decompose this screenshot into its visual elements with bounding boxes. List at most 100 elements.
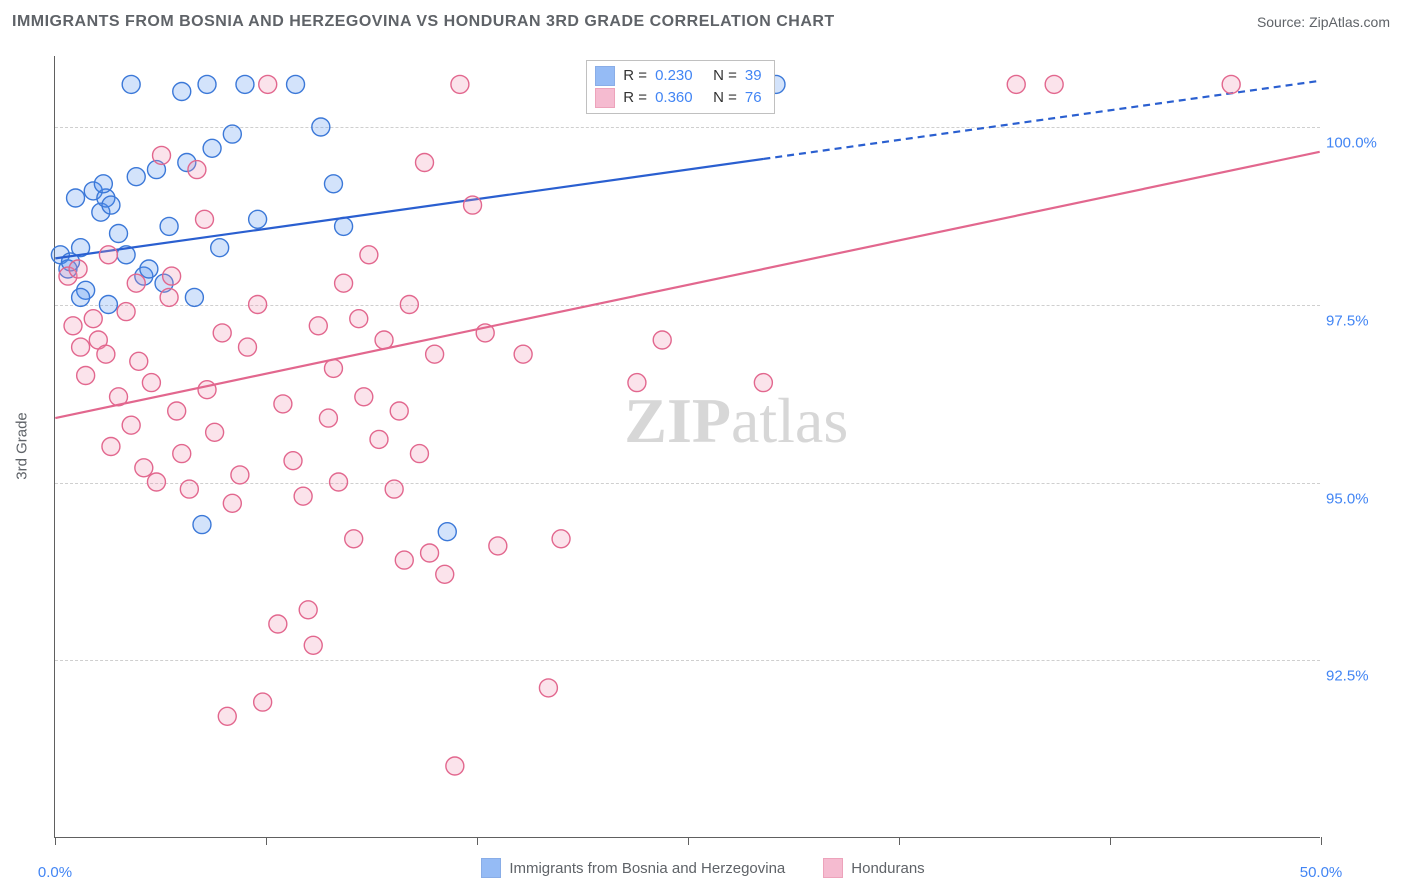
legend-row: R = 0.360 N = 76: [595, 87, 761, 109]
data-point: [117, 303, 135, 321]
data-point: [127, 274, 145, 292]
data-point: [173, 83, 191, 101]
data-point: [223, 125, 241, 143]
data-point: [385, 480, 403, 498]
data-point: [72, 338, 90, 356]
data-point: [102, 438, 120, 456]
data-point: [249, 296, 267, 314]
data-point: [410, 445, 428, 463]
data-point: [99, 246, 117, 264]
data-point: [188, 161, 206, 179]
data-point: [1222, 75, 1240, 93]
data-point: [180, 480, 198, 498]
legend-r-value: 0.230: [655, 65, 693, 87]
data-point: [127, 168, 145, 186]
data-point: [426, 345, 444, 363]
data-point: [140, 260, 158, 278]
data-point: [130, 352, 148, 370]
data-point: [193, 516, 211, 534]
y-tick-label: 97.5%: [1326, 312, 1398, 329]
legend-swatch: [823, 858, 843, 878]
data-point: [274, 395, 292, 413]
data-point: [360, 246, 378, 264]
legend-label: Immigrants from Bosnia and Herzegovina: [509, 860, 785, 877]
data-point: [110, 225, 128, 243]
data-point: [309, 317, 327, 335]
data-point: [122, 75, 140, 93]
data-point: [335, 217, 353, 235]
data-point: [69, 260, 87, 278]
data-point: [198, 75, 216, 93]
data-point: [153, 146, 171, 164]
data-point: [335, 274, 353, 292]
correlation-legend: R = 0.230 N = 39R = 0.360 N = 76: [586, 60, 774, 114]
data-point: [160, 288, 178, 306]
legend-n-value: 39: [745, 65, 762, 87]
data-point: [299, 601, 317, 619]
legend-r-label: R =: [623, 87, 647, 109]
data-point: [99, 296, 117, 314]
data-point: [196, 210, 214, 228]
legend-n-label: N =: [701, 65, 737, 87]
data-point: [160, 217, 178, 235]
x-tick: [477, 837, 478, 845]
data-point: [254, 693, 272, 711]
data-point: [249, 210, 267, 228]
data-point: [324, 359, 342, 377]
data-point: [284, 452, 302, 470]
legend-label: Hondurans: [851, 860, 924, 877]
data-point: [102, 196, 120, 214]
data-point: [67, 189, 85, 207]
data-point: [436, 565, 454, 583]
data-point: [1045, 75, 1063, 93]
scatter-plot-svg: [55, 56, 1320, 837]
data-point: [203, 139, 221, 157]
data-point: [77, 367, 95, 385]
data-point: [345, 530, 363, 548]
data-point: [514, 345, 532, 363]
data-point: [163, 267, 181, 285]
legend-r-label: R =: [623, 65, 647, 87]
data-point: [464, 196, 482, 214]
data-point: [211, 239, 229, 257]
data-point: [355, 388, 373, 406]
data-point: [223, 494, 241, 512]
data-point: [72, 288, 90, 306]
data-point: [213, 324, 231, 342]
source-attribution: Source: ZipAtlas.com: [1257, 14, 1390, 30]
y-tick-label: 92.5%: [1326, 668, 1398, 685]
data-point: [236, 75, 254, 93]
data-point: [287, 75, 305, 93]
x-tick: [266, 837, 267, 845]
data-point: [239, 338, 257, 356]
data-point: [185, 288, 203, 306]
legend-n-label: N =: [701, 87, 737, 109]
data-point: [147, 473, 165, 491]
data-point: [416, 154, 434, 172]
x-tick: [899, 837, 900, 845]
data-point: [324, 175, 342, 193]
data-point: [294, 487, 312, 505]
data-point: [97, 345, 115, 363]
source-link[interactable]: ZipAtlas.com: [1309, 14, 1390, 30]
data-point: [390, 402, 408, 420]
legend-item: Immigrants from Bosnia and Herzegovina: [481, 858, 785, 878]
legend-r-value: 0.360: [655, 87, 693, 109]
data-point: [653, 331, 671, 349]
y-tick-label: 95.0%: [1326, 490, 1398, 507]
source-label: Source:: [1257, 14, 1305, 30]
data-point: [94, 175, 112, 193]
data-point: [168, 402, 186, 420]
data-point: [84, 310, 102, 328]
data-point: [1007, 75, 1025, 93]
legend-swatch: [595, 66, 615, 86]
data-point: [628, 374, 646, 392]
data-point: [218, 707, 236, 725]
data-point: [319, 409, 337, 427]
data-point: [754, 374, 772, 392]
y-axis-label: 3rd Grade: [14, 412, 31, 480]
data-point: [173, 445, 191, 463]
y-tick-label: 100.0%: [1326, 135, 1398, 152]
data-point: [231, 466, 249, 484]
data-point: [142, 374, 160, 392]
